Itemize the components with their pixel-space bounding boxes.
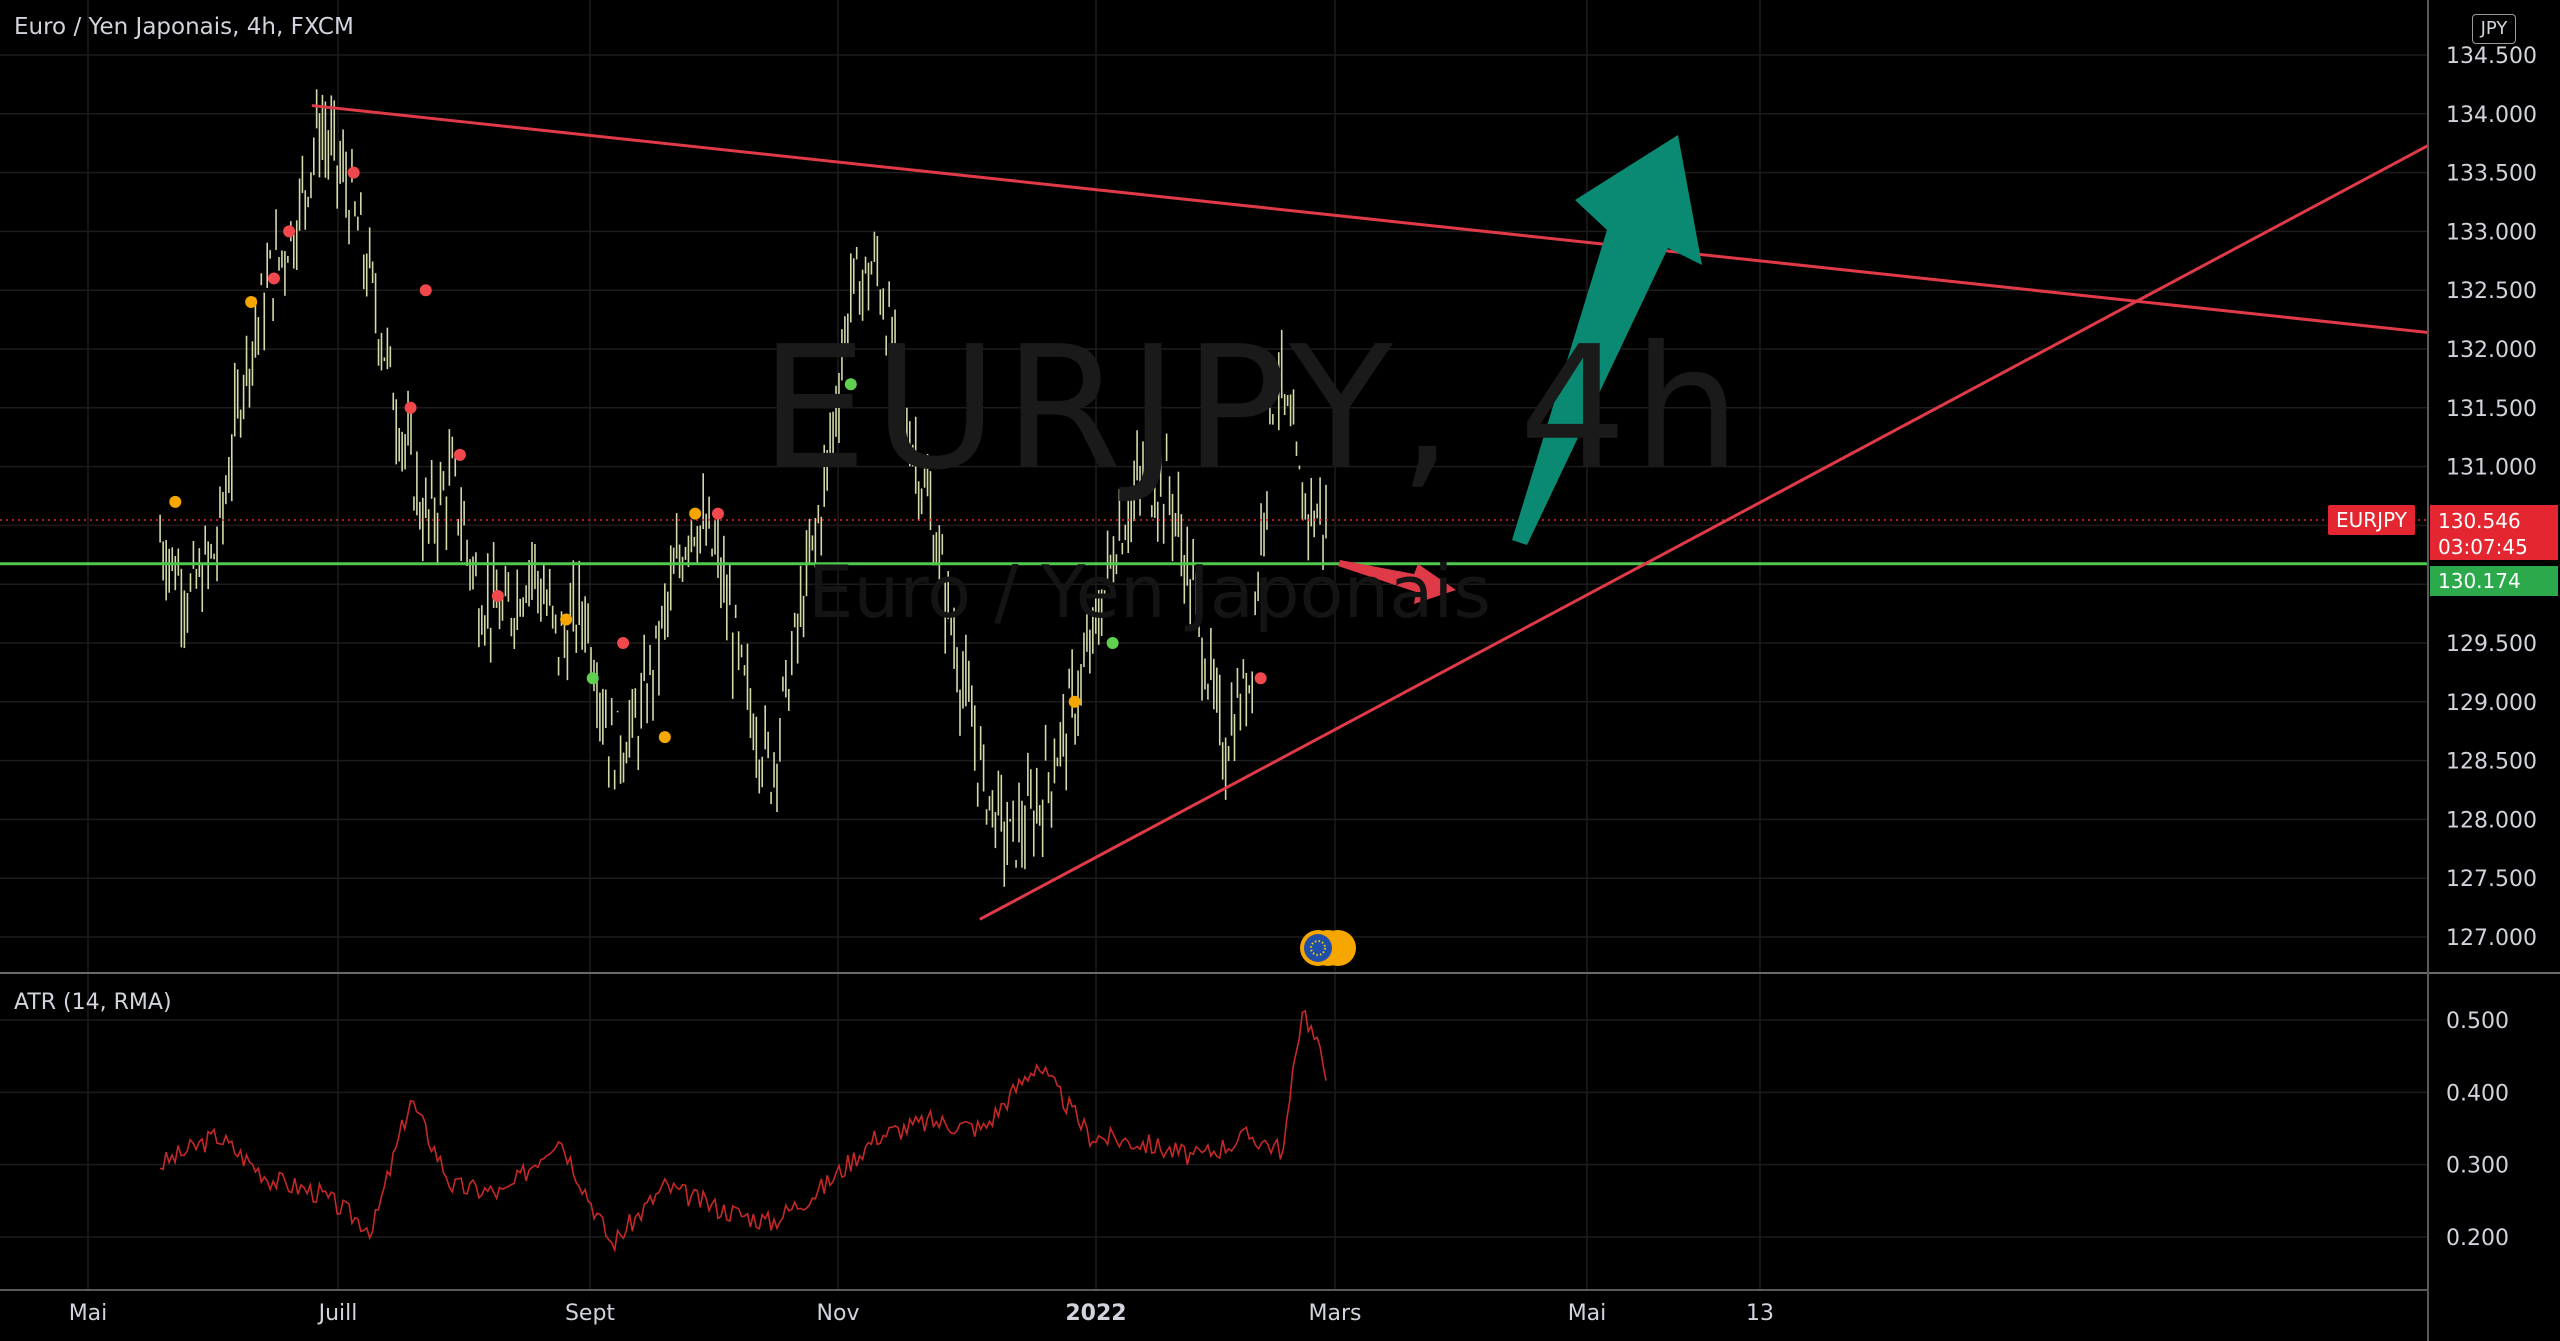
atr-tick-label: 0.300: [2446, 1154, 2509, 1179]
y-tick-label: 131.500: [2446, 397, 2537, 422]
signal-dot: [1068, 695, 1081, 708]
signal-dot: [560, 613, 573, 626]
signal-dot: [1106, 637, 1119, 649]
x-tick-label: Mars: [1309, 1301, 1362, 1326]
arrow-shape: [1338, 560, 1456, 604]
signal-dot: [617, 637, 630, 649]
signal-dots: [169, 166, 1267, 744]
signal-dot: [267, 272, 280, 285]
y-tick-label: 127.500: [2446, 867, 2537, 892]
watermark-ticker: EURJPY, 4h: [760, 310, 1747, 508]
up-arrow-annotation[interactable]: [1512, 135, 1702, 545]
y-tick-label: 127.000: [2446, 926, 2537, 951]
y-tick-label: 134.500: [2446, 44, 2537, 69]
x-tick-label: 13: [1746, 1301, 1774, 1326]
time-axis[interactable]: Mai Juill Sept Nov 2022 Mars Mai 13: [69, 1301, 1774, 1326]
chart-grid: [0, 0, 2428, 1290]
resistance-trendline[interactable]: [311, 104, 2429, 335]
symbol-title[interactable]: Euro / Yen Japonais, 4h, FXCM: [14, 14, 354, 40]
signal-dot: [169, 495, 182, 508]
level-price-badge: 130.174: [2430, 566, 2558, 596]
down-arrow-annotation[interactable]: [1338, 560, 1456, 604]
y-tick-label: 129.500: [2446, 632, 2537, 657]
atr-indicator-title[interactable]: ATR (14, RMA): [14, 990, 172, 1015]
last-price-badge: 130.546: [2430, 505, 2558, 534]
x-tick-label: Mai: [69, 1301, 108, 1326]
x-tick-label: Juill: [317, 1301, 358, 1326]
signal-dot: [404, 401, 417, 414]
atr-series: [159, 1009, 1327, 1254]
signal-dot: [347, 166, 360, 179]
atr-pane[interactable]: [159, 1009, 1327, 1254]
y-tick-label: 131.000: [2446, 456, 2537, 481]
signal-dot: [1254, 672, 1267, 685]
price-series: [159, 89, 1327, 887]
watermark-name: Euro / Yen Japonais: [808, 550, 1491, 634]
price-pane[interactable]: [0, 89, 2429, 966]
y-tick-label: 134.000: [2446, 103, 2537, 128]
atr-axis[interactable]: 0.500 0.400 0.300 0.200: [2446, 1009, 2509, 1251]
y-tick-label: 128.000: [2446, 808, 2537, 833]
x-tick-label: 2022: [1065, 1301, 1126, 1326]
signal-dot: [453, 448, 466, 461]
price-axis[interactable]: 134.500 134.000 133.500 133.000 132.500 132.0…: [2446, 44, 2537, 951]
signal-dot: [711, 507, 724, 520]
signal-dot: [658, 731, 671, 744]
x-tick-label: Mai: [1568, 1301, 1607, 1326]
x-tick-label: Sept: [565, 1301, 615, 1326]
symbol-price-badge: EURJPY: [2328, 505, 2415, 535]
signal-dot: [689, 507, 702, 520]
signal-dot: [419, 284, 432, 297]
atr-tick-label: 0.500: [2446, 1009, 2509, 1034]
eu-flag-icon[interactable]: [1300, 930, 1356, 966]
atr-tick-label: 0.200: [2446, 1226, 2509, 1251]
y-tick-label: 128.500: [2446, 750, 2537, 775]
y-tick-label: 133.000: [2446, 220, 2537, 245]
y-tick-label: 132.000: [2446, 338, 2537, 363]
signal-dot: [844, 378, 857, 391]
signal-dot: [491, 589, 504, 602]
support-trendline[interactable]: [979, 144, 2429, 921]
signal-dot: [283, 225, 296, 238]
bar-countdown: 03:07:45: [2430, 534, 2558, 560]
signal-dot: [245, 295, 258, 308]
x-tick-label: Nov: [817, 1301, 860, 1326]
currency-button[interactable]: JPY: [2472, 14, 2516, 44]
y-tick-label: 132.500: [2446, 279, 2537, 304]
signal-dot: [586, 672, 599, 685]
y-tick-label: 133.500: [2446, 162, 2537, 187]
atr-tick-label: 0.400: [2446, 1081, 2509, 1106]
y-tick-label: 129.000: [2446, 691, 2537, 716]
